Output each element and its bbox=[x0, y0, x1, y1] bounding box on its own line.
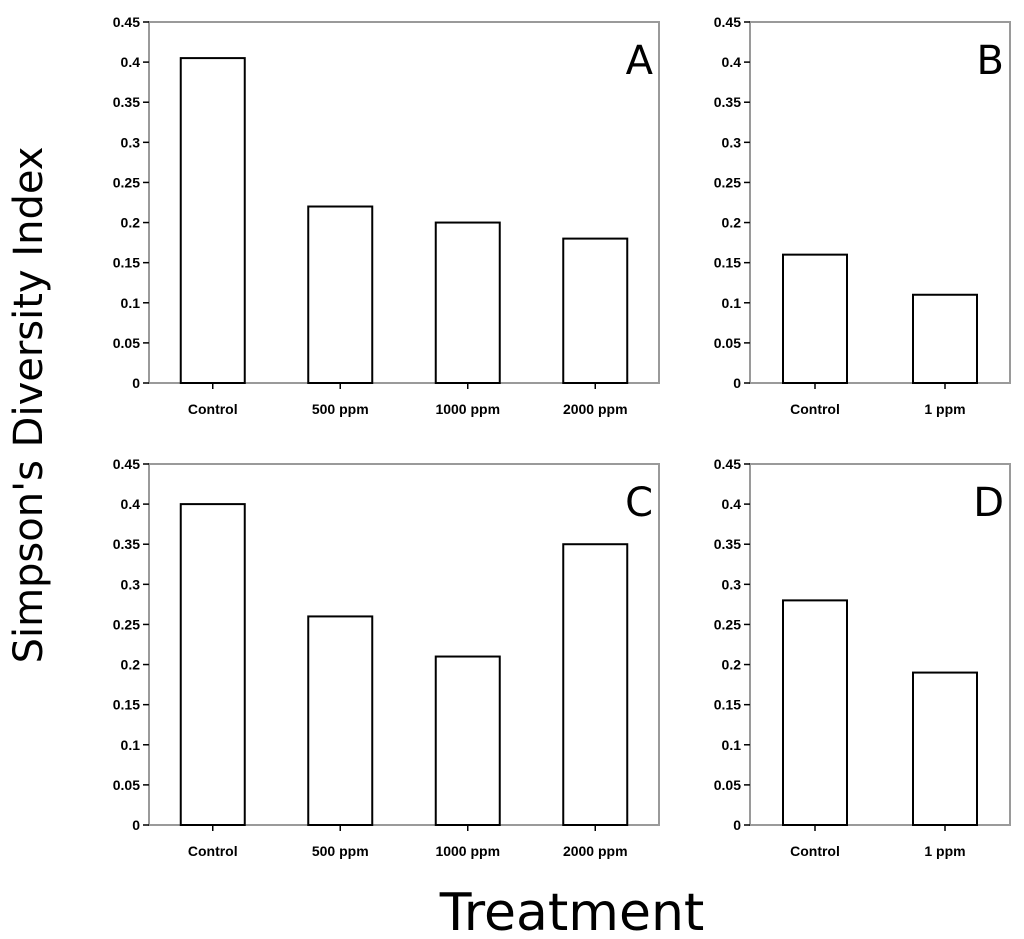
panel-a-ytick-label: 0.4 bbox=[121, 54, 141, 70]
panel-c-category-label: 1000 ppm bbox=[435, 843, 500, 859]
panel-d-ytick-label: 0.15 bbox=[714, 697, 741, 713]
panel-a-bar bbox=[434, 221, 501, 384]
panel-b-ytick-label: 0 bbox=[733, 375, 741, 391]
panel-b-ytick-label: 0.3 bbox=[722, 134, 742, 150]
panel-a-letter: A bbox=[626, 38, 654, 84]
panel-a-ytick-label: 0 bbox=[132, 375, 140, 391]
panel-a-ytick-label: 0.15 bbox=[113, 255, 140, 271]
panel-b-ytick-label: 0.35 bbox=[714, 94, 741, 110]
panel-c-bar bbox=[434, 655, 501, 826]
panel-b-letter: B bbox=[977, 38, 1004, 84]
panel-c-category-label: 500 ppm bbox=[312, 843, 369, 859]
panel-d-category-label: Control bbox=[790, 843, 840, 859]
panel-a-ytick-label: 0.45 bbox=[113, 14, 140, 30]
panel-d-ytick-label: 0 bbox=[733, 817, 741, 833]
panel-a-ytick-label: 0.2 bbox=[121, 215, 141, 231]
panel-b-ytick-label: 0.4 bbox=[722, 54, 742, 70]
panel-d-category-label: 1 ppm bbox=[924, 843, 965, 859]
panel-b-ytick-label: 0.1 bbox=[722, 295, 742, 311]
panel-c-ytick-label: 0.3 bbox=[121, 576, 141, 592]
panels: 0 0.05 0.1 0.15 0.2 0.25 0.3 0.35 0.4 0.45 Control… bbox=[113, 14, 1011, 859]
panel-d-ytick-label: 0.4 bbox=[722, 496, 742, 512]
panel-d-frame bbox=[749, 463, 1011, 826]
panel-c-frame bbox=[148, 463, 660, 826]
panel-c-ytick-label: 0.15 bbox=[113, 697, 140, 713]
panel-b-ytick-label: 0.15 bbox=[714, 255, 741, 271]
panel-a-ytick-label: 0.05 bbox=[113, 335, 140, 351]
panel-a-category-label: 2000 ppm bbox=[563, 401, 628, 417]
panel-d-ytick-label: 0.3 bbox=[722, 576, 742, 592]
panel-c-bar bbox=[179, 503, 246, 826]
panel-d-ytick-label: 0.25 bbox=[714, 616, 741, 632]
panel-a-category-label: 1000 ppm bbox=[435, 401, 500, 417]
panel-c-category-label: 2000 ppm bbox=[563, 843, 628, 859]
panel-d-ytick-label: 0.45 bbox=[714, 456, 741, 472]
x-axis-title: Treatment bbox=[439, 883, 705, 939]
panel-b-ytick-label: 0.2 bbox=[722, 215, 742, 231]
panel-d-letter: D bbox=[973, 480, 1004, 526]
panel-d-bar bbox=[782, 599, 848, 827]
panel-a-category-label: 500 ppm bbox=[312, 401, 369, 417]
panel-c-bar bbox=[307, 615, 374, 827]
panel-a-bar bbox=[307, 205, 374, 384]
panel-b-ytick-label: 0.45 bbox=[714, 14, 741, 30]
panel-b-ytick-label: 0.25 bbox=[714, 174, 741, 190]
panel-a-ytick-label: 0.1 bbox=[121, 295, 141, 311]
panel-a-ytick-label: 0.3 bbox=[121, 134, 141, 150]
panel-d-ytick-label: 0.05 bbox=[714, 777, 741, 793]
panel-a-bar bbox=[179, 57, 246, 384]
panel-a-category-label: Control bbox=[188, 401, 238, 417]
panel-c-bar bbox=[562, 543, 629, 826]
panel-d: 0 0.05 0.1 0.15 0.2 0.25 0.3 0.35 0.4 0.45 Control… bbox=[714, 456, 1011, 859]
panel-c-ytick-label: 0.4 bbox=[121, 496, 141, 512]
panel-b-frame bbox=[749, 21, 1011, 384]
panel-b-bar bbox=[912, 293, 978, 384]
panel-c-category-label: Control bbox=[188, 843, 238, 859]
panel-a-ytick-label: 0.35 bbox=[113, 94, 140, 110]
panel-c-ytick-label: 0.1 bbox=[121, 737, 141, 753]
panel-c-ytick-label: 0.05 bbox=[113, 777, 140, 793]
panel-a-frame bbox=[148, 21, 660, 384]
panel-d-bar bbox=[912, 671, 978, 826]
y-axis-title: Simpson's Diversity Index bbox=[6, 147, 52, 664]
panel-a-ytick-label: 0.25 bbox=[113, 174, 140, 190]
panel-c-ytick-label: 0 bbox=[132, 817, 140, 833]
panel-d-ytick-label: 0.35 bbox=[714, 536, 741, 552]
panel-d-ytick-label: 0.1 bbox=[722, 737, 742, 753]
panel-a: 0 0.05 0.1 0.15 0.2 0.25 0.3 0.35 0.4 0.45 Control… bbox=[113, 14, 660, 417]
panel-d-ytick-label: 0.2 bbox=[722, 657, 742, 673]
panel-b-category-label: Control bbox=[790, 401, 840, 417]
panel-c-ytick-label: 0.25 bbox=[113, 616, 140, 632]
panel-a-bar bbox=[562, 237, 629, 384]
panel-b-ytick-label: 0.05 bbox=[714, 335, 741, 351]
panel-c-ytick-label: 0.2 bbox=[121, 657, 141, 673]
panel-c: 0 0.05 0.1 0.15 0.2 0.25 0.3 0.35 0.4 0.45 Control… bbox=[113, 456, 660, 859]
panel-b-category-label: 1 ppm bbox=[924, 401, 965, 417]
panel-c-ytick-label: 0.45 bbox=[113, 456, 140, 472]
panel-b: 0 0.05 0.1 0.15 0.2 0.25 0.3 0.35 0.4 0.45 Control… bbox=[714, 14, 1011, 417]
panel-b-bar bbox=[782, 253, 848, 384]
panel-c-letter: C bbox=[625, 480, 653, 526]
panel-c-ytick-label: 0.35 bbox=[113, 536, 140, 552]
